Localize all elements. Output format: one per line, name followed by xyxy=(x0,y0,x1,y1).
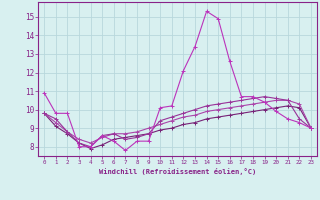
X-axis label: Windchill (Refroidissement éolien,°C): Windchill (Refroidissement éolien,°C) xyxy=(99,168,256,175)
